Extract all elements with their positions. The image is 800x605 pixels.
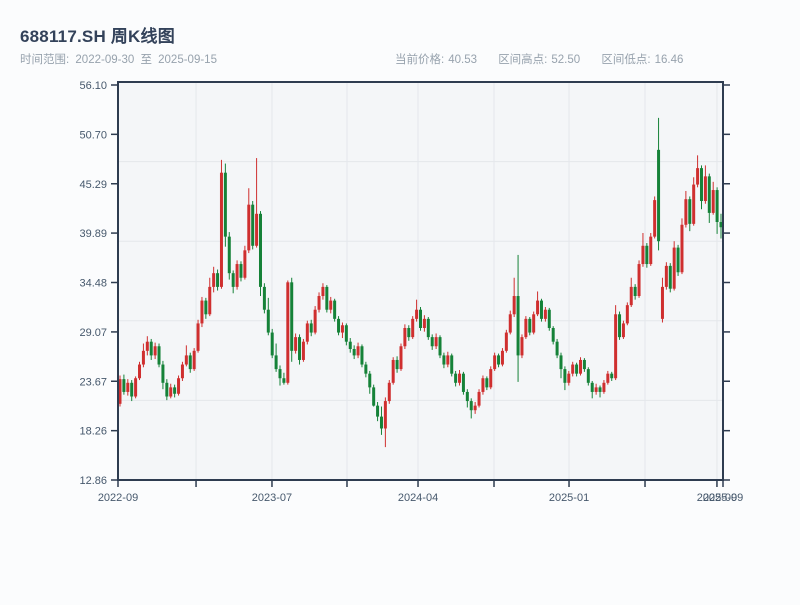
svg-text:2025-09: 2025-09 (703, 492, 743, 504)
svg-text:2025-09: 2025-09 (697, 492, 737, 504)
svg-text:45.29: 45.29 (79, 179, 107, 191)
price-stats: 当前价格: 40.53 区间高点: 52.50 区间低点: 16.46 (395, 51, 701, 67)
svg-text:39.89: 39.89 (79, 228, 107, 240)
page-title: 688117.SH 周K线图 (20, 27, 175, 46)
svg-text:56.10: 56.10 (79, 80, 107, 92)
subtitle-row: 时间范围: 2022-09-30 至 2025-09-15 当前价格: 40.53… (0, 51, 800, 67)
svg-text:2022-09: 2022-09 (98, 492, 138, 504)
date-range-start: 2022-09-30 (75, 54, 135, 66)
stat-range-low: 区间低点: 16.46 (601, 54, 684, 66)
svg-text:2025-01: 2025-01 (549, 492, 589, 504)
svg-text:18.26: 18.26 (79, 426, 107, 438)
candlestick-chart: 56.10 50.70 45.29 39.89 34.48 29.07 23.67 18.26… (0, 70, 800, 600)
svg-text:2023-07: 2023-07 (252, 492, 292, 504)
chart-canvas: 56.10 50.70 45.29 39.89 34.48 29.07 23.67 18.26… (79, 80, 743, 504)
svg-text:29.07: 29.07 (79, 327, 107, 339)
chart-header: 688117.SH 周K线图 时间范围: 2022-09-30 至 2025-0… (0, 0, 800, 70)
date-range-separator: 至 (140, 54, 152, 66)
svg-text:34.48: 34.48 (79, 278, 107, 290)
stat-range-high: 区间高点: 52.50 (498, 54, 581, 66)
svg-text:23.67: 23.67 (79, 376, 107, 388)
date-range: 时间范围: 2022-09-30 至 2025-09-15 (20, 51, 220, 67)
date-range-end: 2025-09-15 (158, 54, 217, 66)
stat-current-price: 当前价格: 40.53 (395, 54, 477, 66)
svg-text:12.86: 12.86 (79, 475, 107, 487)
svg-text:50.70: 50.70 (79, 129, 107, 141)
date-range-label: 时间范围: (20, 54, 70, 66)
svg-text:2024-04: 2024-04 (398, 492, 438, 504)
